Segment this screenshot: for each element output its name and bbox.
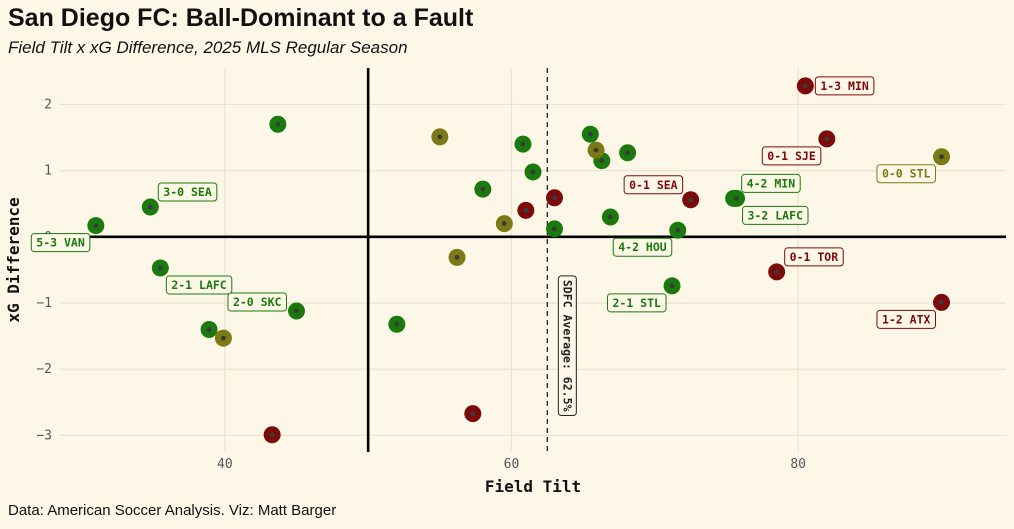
win-point-center — [734, 196, 739, 201]
chart-subtitle: Field Tilt x xG Difference, 2025 MLS Reg… — [8, 38, 408, 57]
point-label-text: 0-1 SEA — [629, 178, 678, 192]
point-label-box — [876, 309, 936, 329]
point-label-text: 1-2 ATX — [882, 312, 931, 326]
point-label: 3-2 LAFC — [742, 205, 809, 225]
win-point-center — [157, 265, 163, 271]
win-point-center — [530, 169, 536, 175]
source-caption: Data: American Soccer Analysis. Viz: Mat… — [8, 502, 337, 519]
average-label: SDFC Average: 62.5% — [557, 275, 577, 416]
win-point-center — [275, 121, 281, 127]
point-label-text: 3-0 SEA — [163, 185, 212, 199]
point-label-text: 3-2 LAFC — [748, 208, 803, 222]
win-point-center — [480, 186, 486, 192]
win-point-center — [552, 226, 557, 232]
win-point-center — [206, 327, 212, 332]
point-label-text: 4-2 HOU — [618, 240, 667, 254]
point-label-text: 2-0 SKC — [233, 295, 282, 309]
point-label-text: 1-3 MIN — [820, 79, 869, 93]
average-label-box — [557, 275, 577, 416]
point-label-text: 0-0 STL — [882, 167, 931, 181]
x-tick-label: 40 — [217, 457, 233, 472]
point-label-text: 0-1 TOR — [790, 250, 839, 264]
point-label-box — [227, 292, 287, 312]
win-point-center — [93, 223, 99, 228]
win-point-center — [520, 141, 526, 147]
loss-point-center — [802, 83, 808, 89]
grid-layer — [60, 68, 1006, 452]
point-labels: 5-3 VAN 3-0 SEA 2-1 LAFC 2-0 SKC 2-1 STL 4-2 … — [30, 76, 936, 329]
loss-point-center — [552, 195, 557, 201]
win-point-center — [394, 321, 400, 327]
point-label: 1-3 MIN — [814, 76, 875, 96]
point-label-box — [741, 173, 801, 193]
draw-point-center — [221, 335, 226, 341]
loss-point-center — [688, 197, 694, 203]
point-label-text: 5-3 VAN — [36, 236, 85, 250]
point-label-text: 2-1 STL — [612, 296, 661, 310]
point-label-box — [742, 205, 809, 225]
point-label: 1-2 ATX — [876, 309, 936, 329]
point-label: 0-1 SJE — [761, 146, 822, 166]
point-label-text: 0-1 SJE — [767, 149, 816, 163]
point-label-box — [876, 164, 936, 184]
loss-point-center — [824, 136, 830, 142]
draw-point-center — [593, 147, 599, 153]
point-label-box — [612, 237, 673, 257]
point-label: 2-1 STL — [606, 293, 667, 313]
point-label-text: 2-1 LAFC — [171, 278, 226, 292]
draw-point-center — [437, 134, 443, 140]
win-point-center — [599, 158, 605, 164]
loss-point-center — [269, 432, 275, 438]
loss-point-center — [774, 269, 780, 275]
y-axis-title: xG Difference — [4, 197, 23, 322]
point-label-box — [606, 293, 667, 313]
point-label: 0-1 TOR — [784, 247, 844, 267]
loss-point-center — [523, 207, 529, 213]
x-axis-title: Field Tilt — [485, 477, 581, 496]
x-tick-label: 60 — [504, 457, 520, 472]
loss-point-center — [470, 411, 476, 416]
draw-point-center — [454, 254, 460, 260]
point-label: 0-0 STL — [876, 164, 936, 184]
y-tick-label: 2 — [44, 97, 52, 112]
point-label: 3-0 SEA — [157, 182, 218, 202]
draw-point-center — [501, 221, 507, 226]
win-point-center — [587, 131, 593, 137]
x-tick-label: 80 — [790, 457, 806, 472]
win-point-center — [147, 204, 153, 210]
point-label-box — [623, 175, 684, 195]
point-label: 2-0 SKC — [227, 292, 287, 312]
point-label: 0-1 SEA — [623, 175, 684, 195]
win-point-center — [625, 150, 630, 156]
draw-point-center — [939, 154, 944, 160]
y-tick-label: 1 — [44, 164, 52, 179]
win-point-center — [675, 227, 681, 233]
average-label-text: SDFC Average: 62.5% — [560, 280, 574, 412]
point-label: 4-2 HOU — [612, 237, 673, 257]
y-tick-label: −2 — [36, 362, 52, 377]
point-label-box — [30, 233, 91, 253]
y-tick-label: −3 — [36, 428, 52, 443]
point-label-box — [784, 247, 844, 267]
reference-lines: SDFC Average: 62.5% — [60, 68, 1006, 452]
win-point-center — [294, 308, 299, 314]
scatter-chart: SDFC Average: 62.5% 406080−3−2−1012Field… — [4, 68, 1006, 496]
win-point-center — [669, 283, 675, 289]
point-label-text: 4-2 MIN — [747, 176, 796, 190]
point-label: 4-2 MIN — [741, 173, 801, 193]
y-tick-label: −1 — [36, 296, 52, 311]
win-point-center — [608, 214, 613, 220]
point-label-box — [157, 182, 218, 202]
point-label-box — [165, 275, 233, 295]
data-points — [87, 77, 950, 444]
loss-point-center — [939, 299, 944, 305]
point-label: 2-1 LAFC — [165, 275, 233, 295]
point-label: 5-3 VAN — [30, 233, 91, 253]
chart-title: San Diego FC: Ball-Dominant to a Fault — [8, 4, 474, 32]
point-label-box — [761, 146, 822, 166]
point-label-box — [814, 76, 875, 96]
